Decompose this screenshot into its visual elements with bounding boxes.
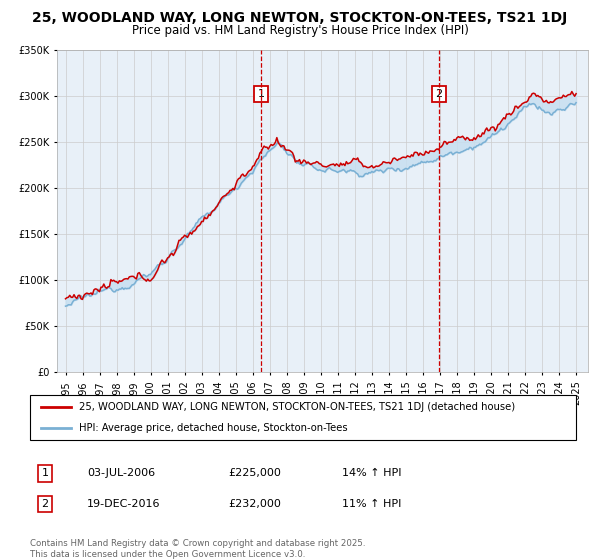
Text: 03-JUL-2006: 03-JUL-2006 (87, 468, 155, 478)
Text: Contains HM Land Registry data © Crown copyright and database right 2025.
This d: Contains HM Land Registry data © Crown c… (30, 539, 365, 559)
Text: 1: 1 (41, 468, 49, 478)
Text: 2: 2 (436, 89, 443, 99)
Text: 19-DEC-2016: 19-DEC-2016 (87, 499, 161, 509)
Text: 11% ↑ HPI: 11% ↑ HPI (342, 499, 401, 509)
Text: 2: 2 (41, 499, 49, 509)
Text: Price paid vs. HM Land Registry's House Price Index (HPI): Price paid vs. HM Land Registry's House … (131, 24, 469, 36)
Text: 1: 1 (258, 89, 265, 99)
Text: HPI: Average price, detached house, Stockton-on-Tees: HPI: Average price, detached house, Stoc… (79, 422, 348, 432)
Text: £225,000: £225,000 (228, 468, 281, 478)
Text: 25, WOODLAND WAY, LONG NEWTON, STOCKTON-ON-TEES, TS21 1DJ: 25, WOODLAND WAY, LONG NEWTON, STOCKTON-… (32, 11, 568, 25)
FancyBboxPatch shape (30, 395, 576, 440)
Text: 25, WOODLAND WAY, LONG NEWTON, STOCKTON-ON-TEES, TS21 1DJ (detached house): 25, WOODLAND WAY, LONG NEWTON, STOCKTON-… (79, 402, 515, 412)
Text: 14% ↑ HPI: 14% ↑ HPI (342, 468, 401, 478)
Text: £232,000: £232,000 (228, 499, 281, 509)
